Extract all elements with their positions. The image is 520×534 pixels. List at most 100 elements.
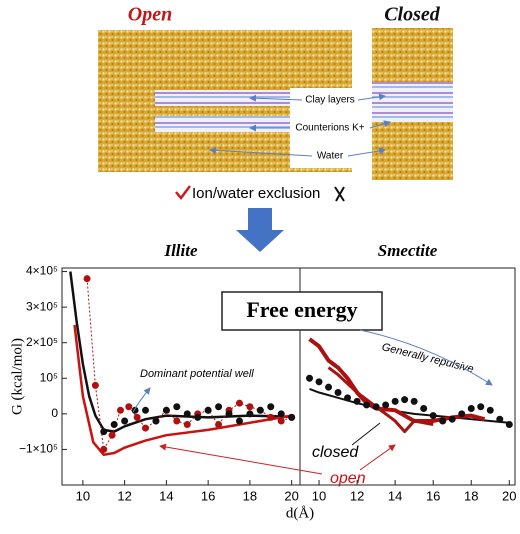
x-tick-label: 14 — [159, 488, 173, 503]
data-point — [235, 417, 243, 425]
data-point — [306, 374, 314, 382]
x-tick-label: 16 — [426, 488, 440, 503]
label: Water — [317, 151, 344, 162]
open-title: Open — [128, 4, 172, 26]
panel-title: Smectite — [378, 241, 438, 260]
data-point — [108, 431, 116, 439]
data-point — [420, 405, 428, 413]
data-point — [448, 415, 456, 423]
data-point — [235, 399, 243, 407]
data-point — [225, 410, 233, 418]
label: Clay layers — [305, 95, 354, 106]
series-line — [327, 366, 434, 434]
check — [175, 185, 191, 201]
series-line — [73, 324, 292, 457]
data-point — [429, 412, 437, 420]
arrow — [159, 443, 323, 475]
y-tick-label: 3×10⁵ — [26, 299, 58, 313]
plot-frame — [299, 267, 516, 486]
data-point — [277, 417, 285, 425]
y-axis-label: G (kcal/mol) — [9, 338, 25, 415]
data-point — [125, 403, 133, 411]
data-point — [505, 421, 513, 429]
data-point — [267, 413, 275, 421]
data-point — [215, 403, 223, 411]
pointers — [209, 93, 391, 157]
annotation: open — [330, 470, 366, 487]
x-tick-label: 18 — [243, 488, 257, 503]
data-point — [486, 406, 494, 414]
x-tick-label: 14 — [388, 488, 402, 503]
data-point — [256, 406, 264, 414]
data-point — [142, 424, 150, 432]
data-point — [91, 381, 99, 389]
annotation: Generally repulsive — [381, 341, 475, 375]
arrow — [132, 387, 151, 413]
cross — [334, 186, 345, 202]
data-point — [467, 405, 475, 413]
data-point — [173, 403, 181, 411]
caption: Ion/water exclusion — [192, 185, 320, 202]
x-tick-label: 20 — [284, 488, 298, 503]
x-axis-label: d(Å) — [286, 505, 314, 521]
clay-layer — [372, 82, 453, 122]
x-tick-label: 10 — [312, 488, 326, 503]
y-tick-label: 0 — [51, 406, 58, 420]
data-point — [204, 406, 212, 414]
label-bg — [290, 88, 360, 168]
data-point — [215, 421, 223, 429]
data-point — [83, 275, 91, 283]
x-tick-label: 12 — [117, 488, 131, 503]
y-tick-label: −1×10⁵ — [19, 442, 58, 456]
data-point — [496, 415, 504, 423]
arrow — [351, 422, 381, 446]
data-point — [267, 403, 275, 411]
data-point — [110, 421, 118, 429]
data-point — [353, 397, 361, 405]
data-point — [288, 413, 296, 421]
data-point — [477, 403, 485, 411]
data-point — [162, 406, 170, 414]
x-tick-label: 10 — [76, 488, 90, 503]
annotation: Dominant potential well — [140, 368, 254, 380]
data-point — [152, 417, 160, 425]
plots: Illite 10 12 14 16 18 20 −1×10⁵ 0 10⁵ 2×10⁵ 3×10⁵ 4×… — [9, 241, 516, 522]
x-tick-label: 20 — [502, 488, 516, 503]
data-point — [173, 417, 181, 425]
x-tick-label: 12 — [350, 488, 364, 503]
y-tick-label: 4×10⁵ — [26, 264, 58, 278]
data-point — [344, 394, 352, 402]
data-point — [372, 403, 380, 411]
data-point — [246, 403, 254, 411]
closed-title: Closed — [384, 4, 441, 26]
data-point — [391, 397, 399, 405]
data-point — [382, 401, 390, 409]
annotation: closed — [312, 444, 359, 461]
data-point — [246, 410, 254, 418]
x-tick-label: 16 — [201, 488, 215, 503]
y-tick-label: 2×10⁵ — [26, 335, 58, 349]
box-label: Free energy — [246, 297, 357, 322]
data-point — [142, 406, 150, 414]
label: Counterions K+ — [295, 123, 364, 134]
box — [221, 291, 383, 331]
series-line — [69, 271, 292, 433]
down-arrow — [236, 208, 284, 252]
arrow — [359, 444, 396, 471]
x-tick-label: 18 — [464, 488, 478, 503]
data-point — [183, 421, 191, 429]
data-point — [325, 383, 333, 391]
data-point — [277, 410, 285, 418]
data-point — [458, 410, 466, 418]
y-tick-label: 10⁵ — [40, 370, 58, 384]
series-line — [309, 388, 510, 424]
data-point — [183, 410, 191, 418]
data-point — [100, 445, 108, 453]
data-point — [133, 413, 141, 421]
data-point — [100, 428, 108, 436]
data-point — [410, 397, 418, 405]
data-point — [363, 401, 371, 409]
data-point — [116, 406, 124, 414]
